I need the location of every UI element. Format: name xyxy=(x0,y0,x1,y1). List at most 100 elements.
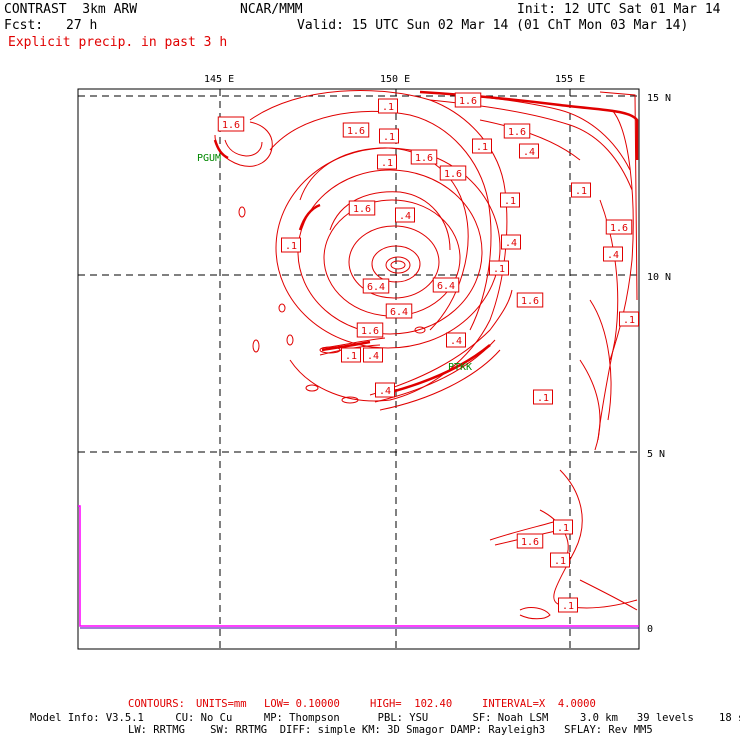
svg-text:.1: .1 xyxy=(476,142,488,153)
svg-text:.1: .1 xyxy=(381,158,393,169)
station-pgum: PGUM xyxy=(197,153,221,164)
field-name: Explicit precip. in past 3 h xyxy=(8,35,228,50)
contour-label: 1.6 xyxy=(342,122,370,138)
contour-label: .1 xyxy=(550,552,570,568)
contours-units: UNITS=mm xyxy=(196,698,247,710)
contour-label: .4 xyxy=(375,382,395,398)
product-title: CONTRAST 3km ARW xyxy=(4,2,138,17)
svg-text:.4: .4 xyxy=(399,211,411,222)
contour-label: .4 xyxy=(363,347,383,363)
svg-text:.1: .1 xyxy=(285,241,297,252)
svg-text:.4: .4 xyxy=(379,386,391,397)
contour-label: .1 xyxy=(281,237,301,253)
svg-text:.1: .1 xyxy=(557,523,569,534)
contour-label: .1 xyxy=(533,389,553,405)
contour-label: .1 xyxy=(500,192,520,208)
contour-label: .4 xyxy=(603,246,623,262)
contour-label: .1 xyxy=(558,597,578,613)
svg-text:1.6: 1.6 xyxy=(459,96,477,107)
contour-label: 6.4 xyxy=(432,277,460,293)
lat-label: 0 xyxy=(647,624,653,635)
contour-label: .1 xyxy=(341,347,361,363)
svg-text:.1: .1 xyxy=(383,132,395,143)
lat-label: 15 N xyxy=(647,93,671,104)
svg-text:.1: .1 xyxy=(493,264,505,275)
contour-label: 1.6 xyxy=(439,165,467,181)
svg-text:1.6: 1.6 xyxy=(508,127,526,138)
svg-text:.1: .1 xyxy=(537,393,549,404)
map-frame xyxy=(77,88,640,650)
svg-text:.4: .4 xyxy=(450,336,462,347)
contour-label: 1.6 xyxy=(356,322,384,338)
heavy-contours xyxy=(213,90,639,397)
contours-label: CONTOURS: xyxy=(128,698,185,710)
lat-label: 10 N xyxy=(647,272,671,283)
svg-text:1.6: 1.6 xyxy=(444,169,462,180)
svg-text:.1: .1 xyxy=(623,315,635,326)
station-ptkk: PTKK xyxy=(448,362,472,373)
contour-label: 1.6 xyxy=(516,292,544,308)
contour-label: .1 xyxy=(472,138,492,154)
contour-label: 1.6 xyxy=(516,533,544,549)
svg-text:1.6: 1.6 xyxy=(415,153,433,164)
contour-label: 1.6 xyxy=(348,200,376,216)
contour-label-group: .1 1.6 1.6 .1 1.6 .1 1.6 .4 1.6 .1 1.6 .1 .1 .1 .4 1.6 1… xyxy=(217,92,639,613)
contour-label: .1 xyxy=(553,519,573,535)
lat-lon-grid xyxy=(78,89,639,649)
svg-text:1.6: 1.6 xyxy=(347,126,365,137)
contour-label: 1.6 xyxy=(503,123,531,139)
fcst-value: 27 h xyxy=(66,18,98,33)
svg-text:1.6: 1.6 xyxy=(353,204,371,215)
init-time: Init: 12 UTC Sat 01 Mar 14 xyxy=(517,2,721,17)
contours-low: LOW= 0.10000 xyxy=(264,698,340,710)
model-info-line1: Model Info: V3.5.1 CU: No Cu MP: Thompso… xyxy=(30,712,740,724)
svg-text:.1: .1 xyxy=(345,351,357,362)
center-name: NCAR/MMM xyxy=(240,2,303,17)
lat-label: 5 N xyxy=(647,449,665,460)
contour-label: .4 xyxy=(446,332,466,348)
inset-line xyxy=(78,505,639,627)
contour-label: .1 xyxy=(379,128,399,144)
svg-text:.4: .4 xyxy=(523,147,535,158)
contour-label: 1.6 xyxy=(605,219,633,235)
svg-text:1.6: 1.6 xyxy=(521,537,539,548)
contours-high: HIGH= 102.40 xyxy=(370,698,453,710)
contour-label: 6.4 xyxy=(362,278,390,294)
contour-label: .1 xyxy=(378,98,398,114)
contour-label: 1.6 xyxy=(454,92,482,108)
svg-text:.4: .4 xyxy=(367,351,379,362)
svg-text:1.6: 1.6 xyxy=(610,223,628,234)
contour-label: .1 xyxy=(377,154,397,170)
contour-label: .1 xyxy=(571,182,591,198)
svg-text:1.6: 1.6 xyxy=(361,326,379,337)
svg-text:1.6: 1.6 xyxy=(222,120,240,131)
contour-label: .4 xyxy=(519,143,539,159)
lon-label: 155 E xyxy=(555,74,585,85)
contour-label: .1 xyxy=(619,311,639,327)
svg-text:.1: .1 xyxy=(382,102,394,113)
contour-label: 1.6 xyxy=(410,149,438,165)
lon-label: 150 E xyxy=(380,74,410,85)
contour-label: 6.4 xyxy=(385,303,413,319)
lon-label: 145 E xyxy=(204,74,234,85)
contour-label: .1 xyxy=(489,260,509,276)
fcst-label: Fcst: xyxy=(4,18,44,33)
model-info-line2: LW: RRTMG SW: RRTMG DIFF: simple KM: 3D … xyxy=(128,724,653,736)
svg-text:6.4: 6.4 xyxy=(367,282,385,293)
svg-text:.4: .4 xyxy=(505,238,517,249)
svg-text:.1: .1 xyxy=(504,196,516,207)
valid-time: Valid: 15 UTC Sun 02 Mar 14 (01 ChT Mon … xyxy=(297,18,689,33)
svg-text:.1: .1 xyxy=(575,186,587,197)
svg-text:1.6: 1.6 xyxy=(521,296,539,307)
contours-interval: INTERVAL=X 4.0000 xyxy=(482,698,596,710)
svg-text:6.4: 6.4 xyxy=(437,281,455,292)
svg-text:.4: .4 xyxy=(607,250,619,261)
svg-text:.1: .1 xyxy=(562,601,574,612)
svg-text:.1: .1 xyxy=(554,556,566,567)
contour-label: 1.6 xyxy=(217,116,245,132)
precip-contours xyxy=(214,90,638,620)
svg-text:6.4: 6.4 xyxy=(390,307,408,318)
contour-label: .4 xyxy=(395,207,415,223)
contour-label: .4 xyxy=(501,234,521,250)
